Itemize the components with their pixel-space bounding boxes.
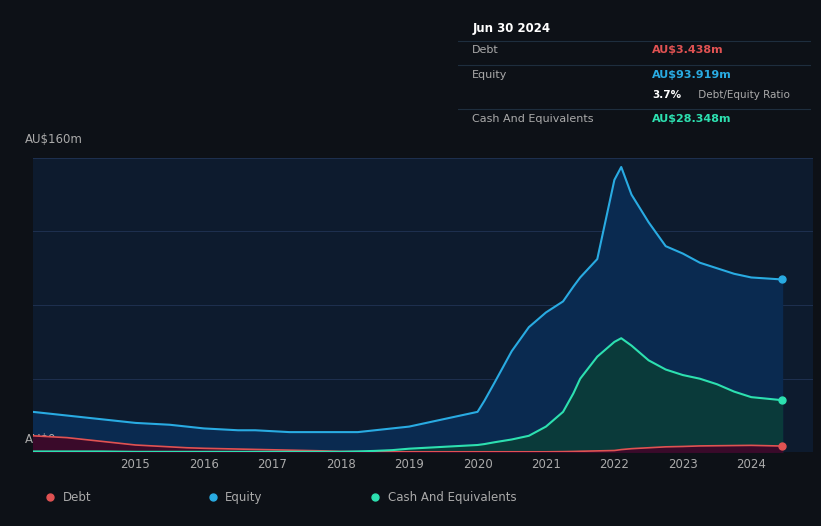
Text: AU$160m: AU$160m xyxy=(25,133,83,146)
Text: AU$3.438m: AU$3.438m xyxy=(653,45,724,55)
Text: Debt: Debt xyxy=(472,45,499,55)
Text: Jun 30 2024: Jun 30 2024 xyxy=(472,22,550,35)
Text: Debt/Equity Ratio: Debt/Equity Ratio xyxy=(695,90,790,100)
Text: Equity: Equity xyxy=(472,70,507,80)
Text: 3.7%: 3.7% xyxy=(653,90,681,100)
Text: AU$0: AU$0 xyxy=(25,433,57,447)
Text: Equity: Equity xyxy=(225,491,263,503)
Text: Debt: Debt xyxy=(62,491,91,503)
Text: AU$93.919m: AU$93.919m xyxy=(653,70,732,80)
Text: AU$28.348m: AU$28.348m xyxy=(653,114,732,124)
Text: Cash And Equivalents: Cash And Equivalents xyxy=(388,491,516,503)
Text: Cash And Equivalents: Cash And Equivalents xyxy=(472,114,594,124)
